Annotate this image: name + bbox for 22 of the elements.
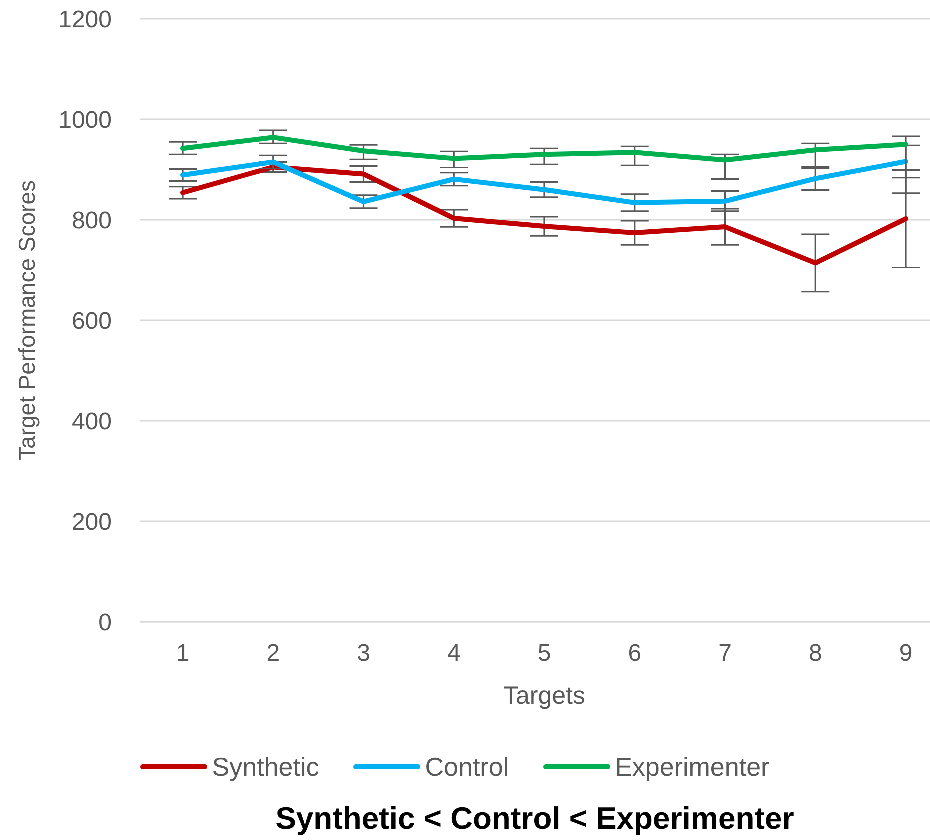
y-tick-label: 800 [72,208,112,235]
x-tick-label: 6 [628,640,642,668]
x-axis-title: Targets [504,682,586,710]
y-tick-label: 200 [72,509,112,536]
legend-label: Synthetic [212,752,320,782]
x-tick-label: 8 [808,640,822,668]
legend-label: Experimenter [615,752,770,782]
x-tick-label: 9 [899,640,913,668]
y-tick-label: 1200 [58,6,112,34]
text: Synthetic < Control < Experimenter [274,801,796,837]
y-tick-label: 400 [72,408,112,436]
x-tick-label: 5 [538,640,552,668]
x-tick-label: 2 [266,640,280,668]
y-tick-label: 1000 [58,107,112,134]
legend-label: Control [425,752,510,782]
y-tick-label: 0 [98,610,112,637]
x-tick-label: 3 [357,640,370,668]
x-tick-label: 7 [718,640,732,668]
x-tick-label: 1 [176,640,190,668]
x-tick-label: 4 [447,640,461,668]
y-tick-label: 600 [72,308,112,336]
y-axis-title: Target Performance Scores [14,180,40,460]
